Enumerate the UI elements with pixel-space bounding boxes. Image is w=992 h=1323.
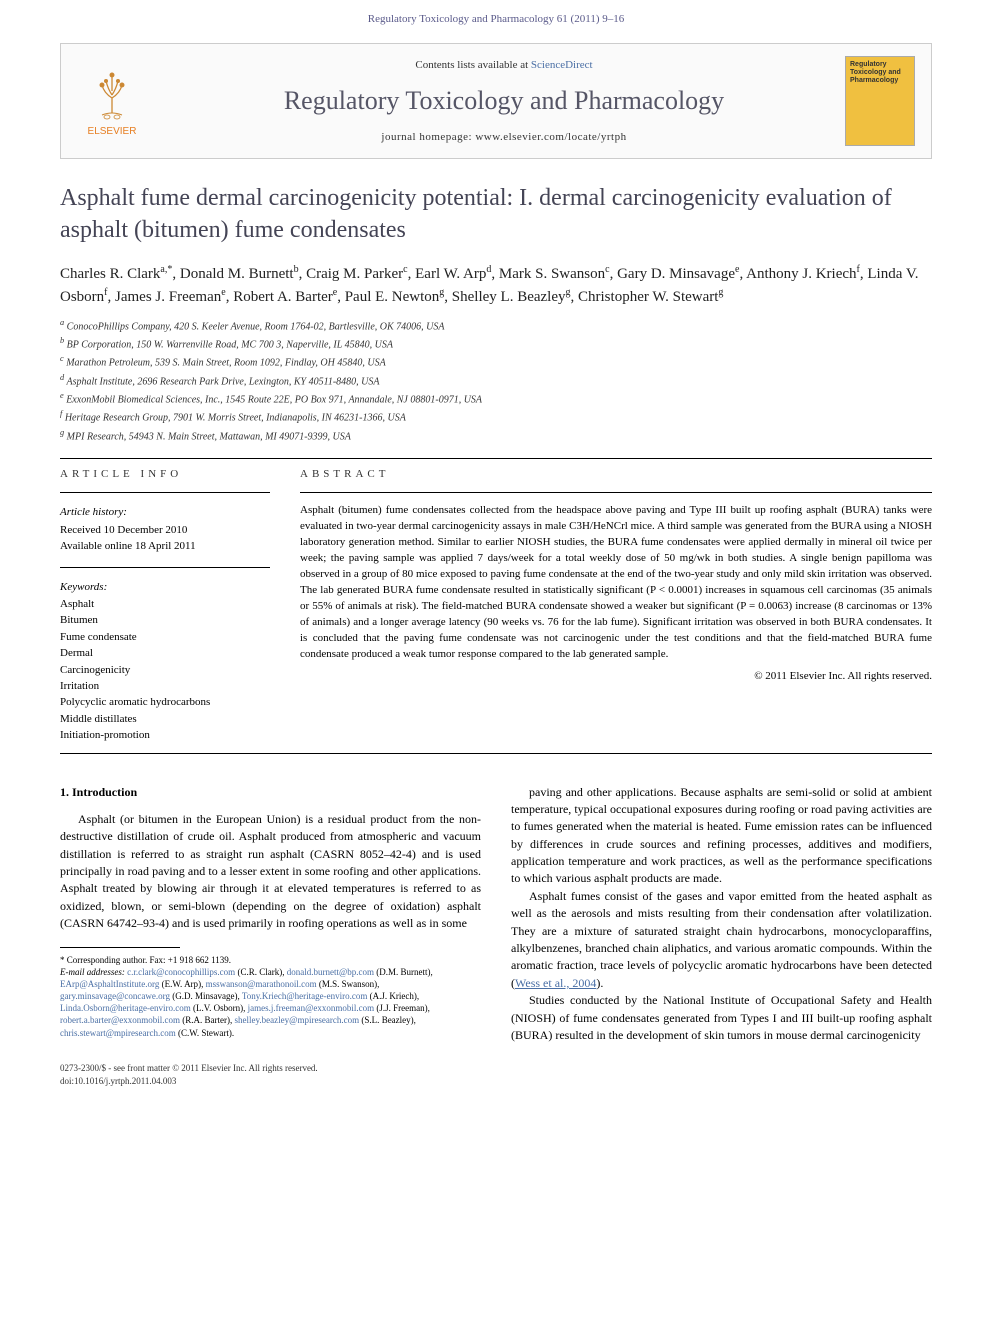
body-paragraph: Asphalt (or bitumen in the European Unio… [60,811,481,933]
online-date: Available online 18 April 2011 [60,539,270,554]
info-divider [60,567,270,568]
footnote-divider [60,947,180,948]
journal-homepage-url: www.elsevier.com/locate/yrtph [475,131,626,143]
info-abstract-row: ARTICLE INFO Article history: Received 1… [60,467,932,744]
abstract-heading: ABSTRACT [300,467,932,482]
keywords-list: AsphaltBitumen Fume condensateDermal Carci… [60,597,270,744]
email-link[interactable]: c.r.clark@conocophillips.com [127,967,235,977]
keyword: Polycyclic aromatic hydrocarbons [60,695,270,710]
author-list: Charles R. Clarka,*, Donald M. Burnettb,… [60,262,932,309]
body-paragraph: paving and other applications. Because a… [511,784,932,888]
journal-cover-thumbnail: Regulatory Toxicology and Pharmacology [845,56,915,146]
keyword: Dermal [60,646,270,661]
sciencedirect-link[interactable]: ScienceDirect [531,59,593,71]
article-history-heading: Article history: [60,505,270,520]
email-link[interactable]: donald.burnett@bp.com [287,967,374,977]
body-two-column: 1. Introduction Asphalt (or bitumen in t… [60,784,932,1045]
email-list: c.r.clark@conocophillips.com (C.R. Clark… [60,967,433,1038]
journal-name: Regulatory Toxicology and Pharmacology [163,83,845,119]
abstract-divider [300,492,932,493]
citation-text: Regulatory Toxicology and Pharmacology 6… [368,13,624,25]
email-link[interactable]: msswanson@marathonoil.com [206,979,317,989]
body-column-left: 1. Introduction Asphalt (or bitumen in t… [60,784,481,1045]
abstract-text: Asphalt (bitumen) fume condensates colle… [300,503,932,662]
keywords-heading: Keywords: [60,580,270,595]
footnotes-block: * Corresponding author. Fax: +1 918 662 … [60,954,481,1039]
front-matter-line: 0273-2300/$ - see front matter © 2011 El… [60,1062,932,1075]
keyword: Asphalt [60,597,270,612]
affiliation-line: c Marathon Petroleum, 539 S. Main Street… [60,353,932,370]
elsevier-wordmark: ELSEVIER [88,125,137,139]
affiliation-line: f Heritage Research Group, 7901 W. Morri… [60,408,932,425]
elsevier-tree-icon [84,63,140,123]
email-link[interactable]: gary.minsavage@concawe.org [60,991,170,1001]
article-title: Asphalt fume dermal carcinogenicity pote… [60,183,932,245]
body-paragraph: Studies conducted by the National Instit… [511,992,932,1044]
email-link[interactable]: chris.stewart@mpiresearch.com [60,1028,176,1038]
email-link[interactable]: shelley.beazley@mpiresearch.com [235,1015,360,1025]
email-addresses: E-mail addresses: c.r.clark@conocophilli… [60,966,481,1039]
abstract-column: ABSTRACT Asphalt (bitumen) fume condensa… [300,467,932,744]
section-divider [60,753,932,754]
journal-homepage-line: journal homepage: www.elsevier.com/locat… [163,130,845,145]
contents-lists-line: Contents lists available at ScienceDirec… [163,58,845,73]
corresponding-author-note: * Corresponding author. Fax: +1 918 662 … [60,954,481,966]
keyword: Bitumen [60,613,270,628]
email-link[interactable]: Tony.Kriech@heritage-enviro.com [242,991,368,1001]
affiliation-line: g MPI Research, 54943 N. Main Street, Ma… [60,427,932,444]
page-citation-header: Regulatory Toxicology and Pharmacology 6… [0,0,992,35]
keyword: Fume condensate [60,630,270,645]
keyword: Initiation-promotion [60,728,270,743]
affiliations-list: a ConocoPhillips Company, 420 S. Keeler … [60,317,932,444]
email-label: E-mail addresses: [60,967,125,977]
article-info-heading: ARTICLE INFO [60,467,270,482]
elsevier-logo: ELSEVIER [77,61,147,141]
affiliation-line: b BP Corporation, 150 W. Warrenville Roa… [60,335,932,352]
email-link[interactable]: james.j.freeman@exxonmobil.com [248,1003,375,1013]
keyword: Middle distillates [60,712,270,727]
citation-link[interactable]: Wess et al., 2004 [515,976,596,990]
received-date: Received 10 December 2010 [60,523,270,538]
body-column-right: paving and other applications. Because a… [511,784,932,1045]
journal-banner: ELSEVIER Contents lists available at Sci… [60,43,932,159]
email-link[interactable]: EArp@AsphaltInstitute.org [60,979,159,989]
abstract-copyright: © 2011 Elsevier Inc. All rights reserved… [300,669,932,684]
doi-line: doi:10.1016/j.yrtph.2011.04.003 [60,1075,932,1088]
banner-center: Contents lists available at ScienceDirec… [163,58,845,145]
info-divider [60,492,270,493]
introduction-heading: 1. Introduction [60,784,481,801]
keyword: Carcinogenicity [60,663,270,678]
page-footer: 0273-2300/$ - see front matter © 2011 El… [60,1062,932,1087]
affiliation-line: e ExxonMobil Biomedical Sciences, Inc., … [60,390,932,407]
body-paragraph: Asphalt fumes consist of the gases and v… [511,888,932,992]
keyword: Irritation [60,679,270,694]
article-info-column: ARTICLE INFO Article history: Received 1… [60,467,270,744]
affiliation-line: a ConocoPhillips Company, 420 S. Keeler … [60,317,932,334]
section-divider [60,458,932,459]
email-link[interactable]: robert.a.barter@exxonmobil.com [60,1015,180,1025]
affiliation-line: d Asphalt Institute, 2696 Research Park … [60,372,932,389]
email-link[interactable]: Linda.Osborn@heritage-enviro.com [60,1003,191,1013]
